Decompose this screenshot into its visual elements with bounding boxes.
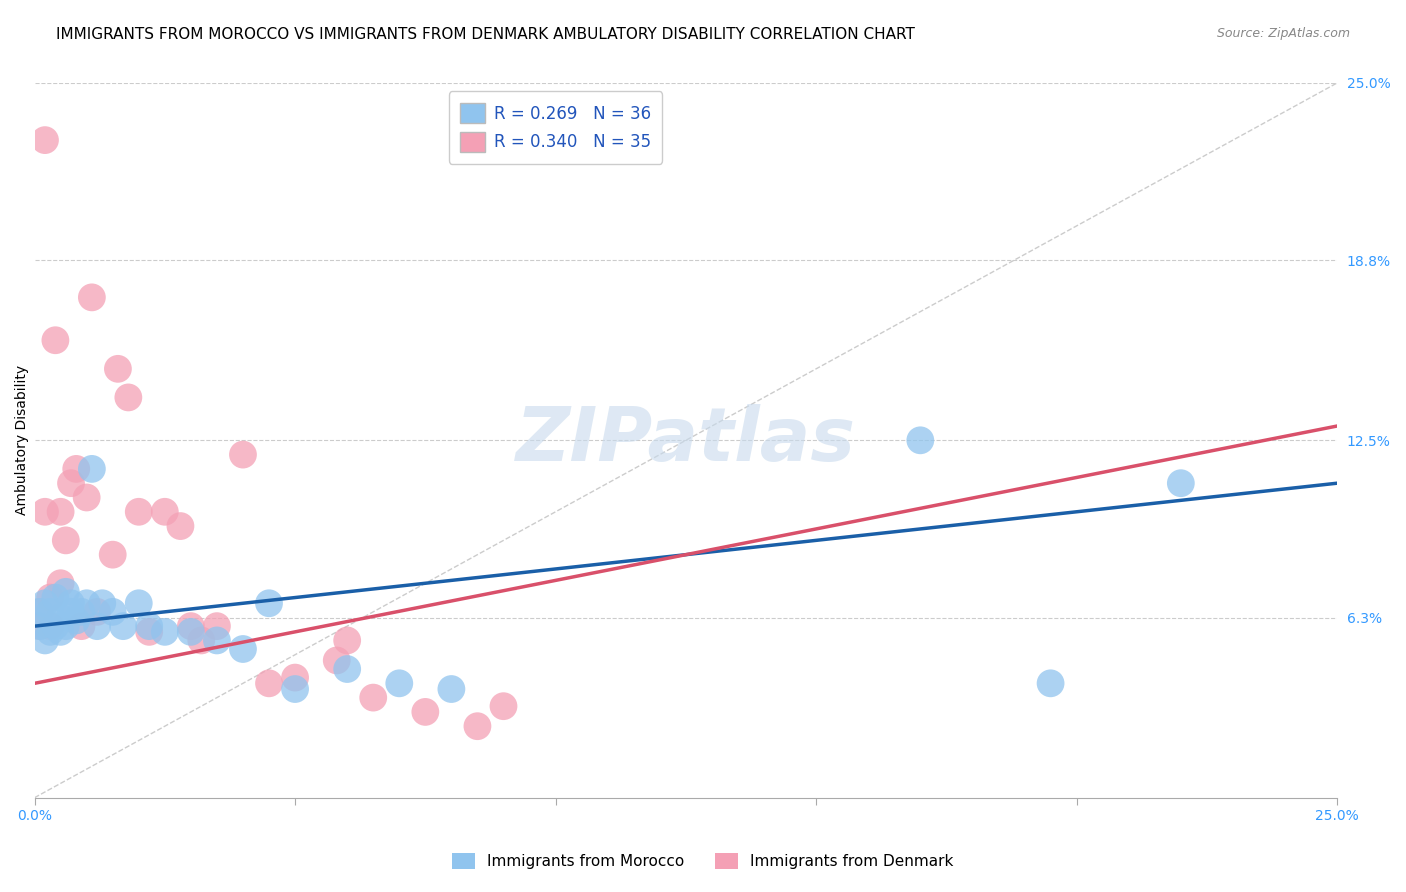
Point (76, 491, 98, 505)
Point (190, 633, 212, 648)
Point (65, 614, 87, 628)
Point (153, 624, 176, 639)
Point (112, 619, 135, 633)
Point (60, 596, 83, 610)
Legend: R = 0.269   N = 36, R = 0.340   N = 35: R = 0.269 N = 36, R = 0.340 N = 35 (449, 91, 662, 163)
Legend: Immigrants from Morocco, Immigrants from Denmark: Immigrants from Morocco, Immigrants from… (446, 847, 960, 875)
Point (257, 676, 280, 690)
Point (70, 605, 93, 619)
Point (326, 653, 349, 667)
Point (205, 619, 228, 633)
Point (28, 619, 51, 633)
Point (49, 505, 72, 519)
Point (128, 596, 150, 610)
Point (153, 505, 176, 519)
Point (44, 333, 66, 347)
Point (55, 533, 77, 548)
Point (34, 633, 56, 648)
Point (70, 619, 93, 633)
Point (86, 619, 108, 633)
Point (39, 605, 62, 619)
Point (60, 476, 83, 491)
Point (415, 705, 437, 719)
Point (39, 591, 62, 605)
Point (128, 505, 150, 519)
Y-axis label: Ambulatory Disability: Ambulatory Disability (15, 365, 30, 516)
Point (205, 633, 228, 648)
Point (440, 681, 463, 696)
Point (180, 624, 202, 639)
Point (65, 462, 87, 476)
Point (49, 624, 72, 639)
Point (80, 462, 103, 476)
Point (284, 671, 307, 685)
Point (101, 548, 124, 562)
Text: ZIPatlas: ZIPatlas (516, 404, 856, 477)
Point (232, 642, 254, 657)
Point (91, 596, 114, 610)
Point (336, 633, 359, 648)
Point (34, 505, 56, 519)
Point (284, 681, 307, 696)
Point (107, 361, 129, 376)
Point (101, 605, 124, 619)
Point (138, 619, 160, 633)
Point (467, 719, 489, 733)
Point (169, 519, 191, 533)
Point (39, 619, 62, 633)
Point (1170, 476, 1192, 491)
Point (180, 619, 202, 633)
Point (232, 448, 254, 462)
Point (28, 619, 51, 633)
Point (49, 576, 72, 591)
Point (117, 391, 139, 405)
Point (492, 699, 515, 714)
Text: IMMIGRANTS FROM MOROCCO VS IMMIGRANTS FROM DENMARK AMBULATORY DISABILITY CORRELA: IMMIGRANTS FROM MOROCCO VS IMMIGRANTS FR… (56, 27, 915, 42)
Point (361, 690, 384, 705)
Point (49, 610, 72, 624)
Point (1039, 676, 1062, 690)
Point (44, 619, 66, 633)
Point (336, 662, 359, 676)
Point (55, 619, 77, 633)
Point (28, 605, 51, 619)
Point (55, 584, 77, 599)
Text: Source: ZipAtlas.com: Source: ZipAtlas.com (1216, 27, 1350, 40)
Point (388, 676, 411, 690)
Point (910, 434, 932, 448)
Point (138, 624, 160, 639)
Point (257, 596, 280, 610)
Point (28, 605, 51, 619)
Point (34, 596, 56, 610)
Point (80, 290, 103, 304)
Point (34, 133, 56, 147)
Point (76, 596, 98, 610)
Point (60, 605, 83, 619)
Point (86, 605, 108, 619)
Point (44, 591, 66, 605)
Point (39, 624, 62, 639)
